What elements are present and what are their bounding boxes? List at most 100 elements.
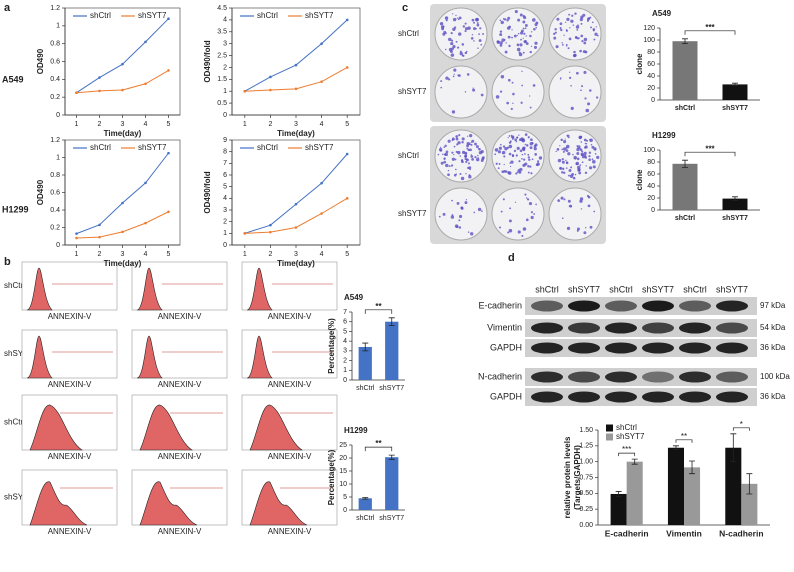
chart-title: A549 [652,9,672,18]
colony [535,26,538,29]
colony [443,160,447,164]
colony [462,25,466,28]
colony [529,34,532,38]
colony [450,165,452,167]
colony [522,27,525,30]
bar [725,447,742,525]
colony [574,36,578,39]
colony [460,206,464,210]
colony [467,231,470,233]
colony [470,143,473,146]
colony [574,173,577,176]
colony [580,15,584,19]
significance-bracket [364,446,393,452]
y-tick-label: 9 [223,137,227,144]
blot-band [642,300,674,312]
point [121,201,124,205]
colony [597,34,599,37]
error-bar [672,445,679,451]
colony [576,37,580,40]
y-tick-label: 5 [343,494,347,501]
colony [519,167,523,172]
y-tick-label: 25 [339,442,347,449]
colony [524,143,527,146]
colony [576,147,580,152]
colony [580,89,582,92]
colony [465,153,468,155]
point [243,89,247,93]
error-bar [746,473,753,495]
row-label: A549 [2,74,24,84]
plot-frame [64,139,181,246]
error-bar [388,454,395,460]
x-axis-label: Time(day) [104,129,142,138]
colony [523,158,526,161]
colony [498,226,502,229]
error-bar [730,433,737,463]
colony [579,197,584,201]
colony [470,155,474,158]
colony [504,147,508,151]
flow-histogram [249,404,303,451]
flow-xlabel: ANNEXIN-V [158,527,202,536]
colony [502,145,506,148]
blot-band [716,342,748,354]
y-tick-label: 3 [223,41,227,48]
x-tick-label: 2 [268,121,272,128]
colony [566,134,568,136]
significance-label: ** [375,439,382,448]
colony [567,199,571,203]
colony [555,45,559,49]
bar [626,461,643,525]
colony [527,165,530,168]
x-tick-label: shCtrl [356,515,375,522]
point [167,151,170,155]
blot-band [679,391,711,403]
y-tick-label: 3.5 [217,29,227,36]
colony [559,166,563,170]
colony [576,227,580,231]
y-tick-label: 0 [56,112,60,119]
colony [568,174,570,177]
colony [445,76,449,80]
panel-letter: a [4,2,11,14]
point [75,232,78,235]
blot-band [716,371,748,383]
x-tick-label: 1 [75,121,79,128]
colony [512,102,514,104]
colony [581,85,584,88]
colony [464,155,468,158]
legend-label: shCtrl [257,143,278,152]
row-label: H1299 [2,204,29,214]
plate [434,65,488,119]
colony [516,146,520,150]
x-axis-label: Time(day) [104,259,142,268]
colony [569,71,571,73]
colony [458,226,462,229]
point [294,226,298,229]
colony [499,30,503,33]
colony [471,157,475,161]
colony [530,138,533,142]
blot-band [679,342,711,354]
colony [476,23,480,27]
colony [523,32,526,35]
colony [587,204,591,208]
y-tick-label: 8 [223,149,227,156]
point [98,223,101,227]
error-bar [682,159,688,168]
y-axis-label: OD490/fold [203,171,212,213]
colony [553,32,556,36]
chart-title: H1299 [344,426,368,435]
colony [517,32,520,35]
protein-label: GAPDH [490,342,522,352]
colony [568,13,571,16]
significance-label: *** [705,144,715,153]
colony [448,37,452,42]
colony [461,141,464,144]
colony [474,142,477,146]
blot-band [568,322,600,334]
significance-label: *** [622,445,631,454]
colony [562,147,567,151]
